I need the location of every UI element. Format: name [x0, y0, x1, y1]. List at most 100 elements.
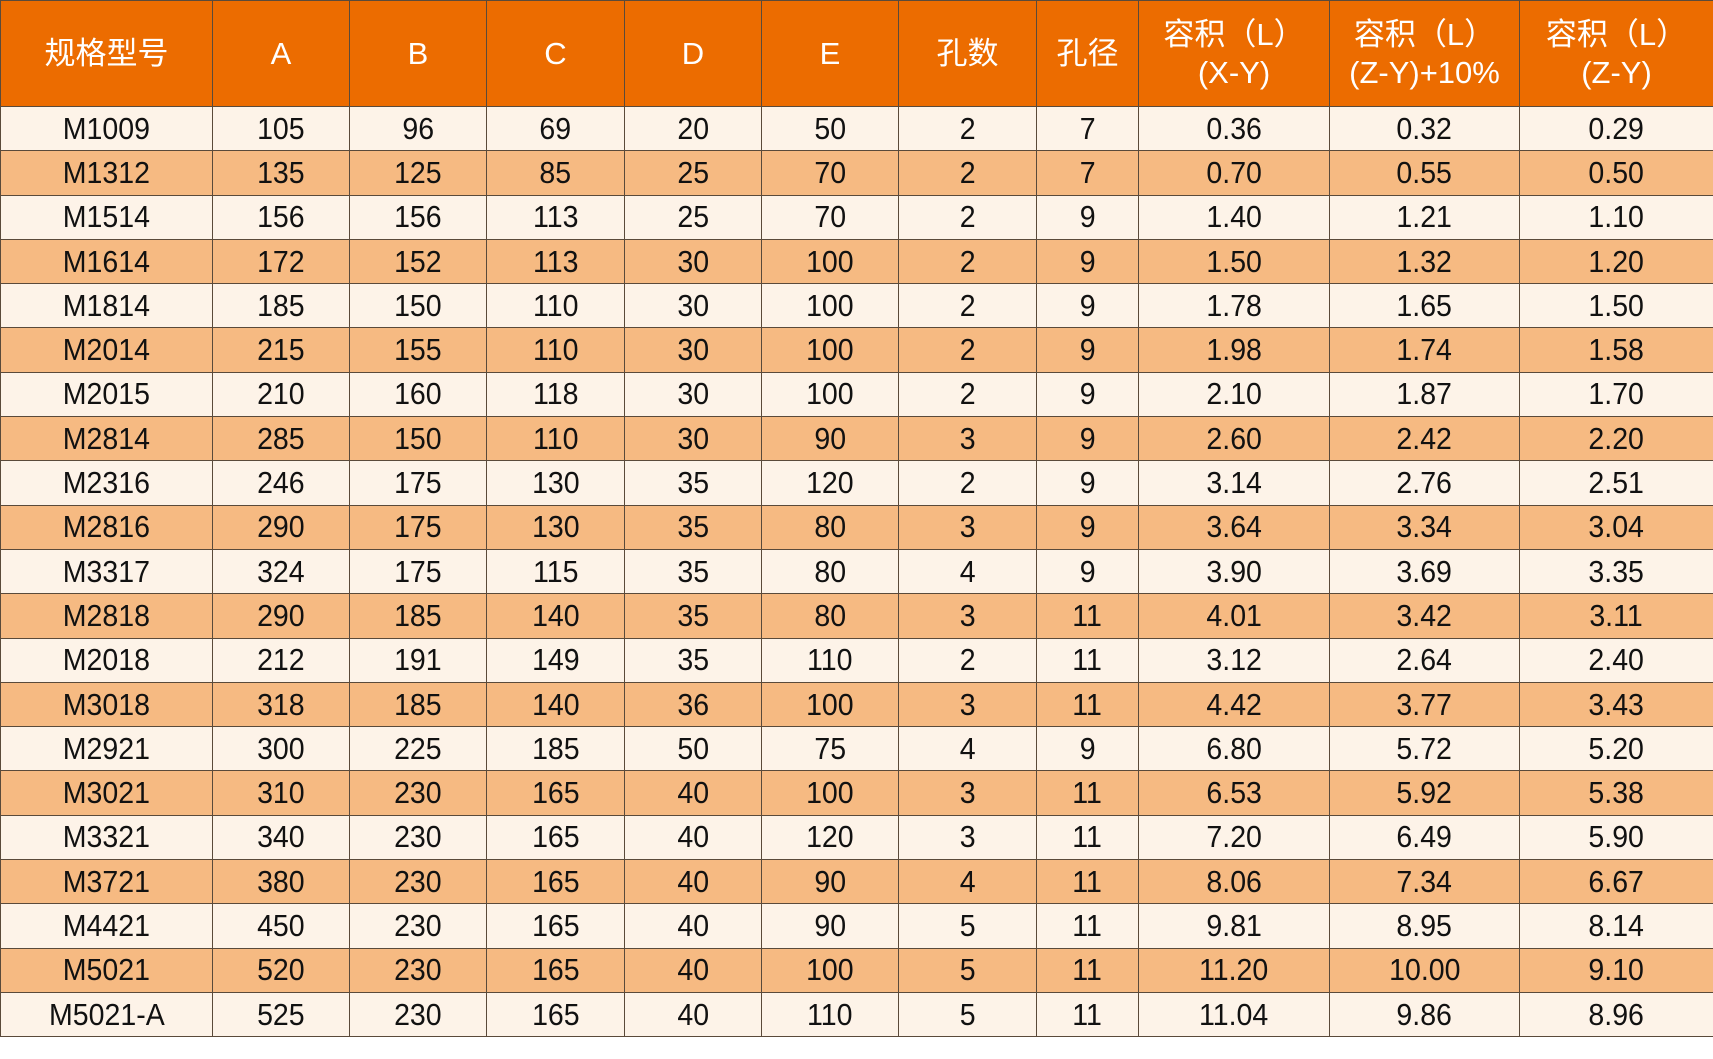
cell-text: 340	[257, 819, 305, 855]
cell-text: 2	[959, 332, 976, 368]
cell-text: 80	[814, 509, 846, 545]
cell-text: 2	[959, 243, 976, 279]
cell-text: 8.95	[1396, 907, 1453, 943]
table-cell: 30	[624, 371, 762, 418]
cell-text: 185	[394, 686, 442, 722]
table-cell: 2	[898, 150, 1037, 196]
cell-text: 35	[677, 642, 709, 678]
cell-text: 191	[394, 642, 442, 678]
table-cell: 2.10	[1138, 371, 1330, 418]
table-cell: 165	[486, 903, 625, 949]
table-cell: M1814	[0, 283, 213, 329]
table-cell: 5.90	[1519, 814, 1713, 861]
cell-text: 113	[532, 199, 579, 235]
table-cell: 7	[1036, 150, 1139, 196]
cell-text: 156	[257, 199, 305, 235]
table-cell: 230	[349, 947, 487, 993]
cell-text: 9.81	[1206, 907, 1262, 943]
table-cell: 2	[898, 238, 1037, 285]
table-cell: M2014	[0, 327, 213, 373]
cell-text: M1312	[62, 154, 151, 190]
cell-text: 9	[1079, 509, 1096, 545]
table-cell: 6.53	[1138, 770, 1330, 816]
cell-text: 3.69	[1396, 553, 1453, 589]
table-cell: 75	[761, 726, 899, 772]
table-row: M2015 210 160 118 30 100 2 9 2.10 1.87 1.70	[0, 371, 1713, 418]
table-cell: M3021	[0, 770, 213, 816]
table-cell: 520	[212, 947, 350, 993]
table-cell: 172	[212, 238, 350, 285]
cell-text: 11	[1072, 597, 1103, 633]
cell-text: 290	[257, 597, 305, 633]
table-cell: 1.50	[1519, 283, 1713, 329]
cell-text: 1.58	[1588, 332, 1645, 368]
cell-text: M1514	[62, 199, 151, 235]
cell-text: M2018	[62, 642, 151, 678]
table-cell: 1.65	[1329, 283, 1520, 329]
table-cell: 110	[761, 637, 899, 683]
table-row: M1614 172 152 113 30 100 2 9 1.50 1.32 1.20	[0, 238, 1713, 285]
table-cell: 100	[761, 681, 899, 728]
table-cell: 175	[349, 548, 487, 595]
table-cell: 80	[761, 504, 899, 550]
cell-text: 0.29	[1588, 110, 1645, 146]
table-cell: 11	[1036, 681, 1139, 728]
table-cell: 185	[212, 283, 350, 329]
cell-text: 7	[1079, 154, 1096, 190]
cell-text: 3	[959, 420, 976, 456]
cell-text: 1.70	[1588, 376, 1645, 412]
cell-text: 525	[257, 996, 305, 1032]
table-cell: 0.36	[1138, 105, 1330, 152]
table-cell: 115	[486, 548, 625, 595]
table-cell: 152	[349, 238, 487, 285]
table-body: M1009 105 96 69 20 50 2 7 0.36 0.32 0.29 M1312 135 12…	[0, 105, 1713, 1038]
cell-text: 165	[531, 819, 580, 855]
table-cell: 11	[1036, 859, 1139, 905]
table-cell: M5021	[0, 947, 213, 993]
table-cell: 2	[898, 460, 1037, 506]
table-cell: 3.11	[1519, 593, 1713, 639]
table-cell: 96	[349, 105, 487, 152]
cell-text: 50	[677, 730, 709, 766]
table-cell: 40	[624, 814, 762, 861]
table-cell: 525	[212, 991, 350, 1038]
table-cell: 230	[349, 903, 487, 949]
table-cell: 9	[1036, 283, 1139, 329]
cell-text: M1009	[62, 110, 151, 146]
cell-text: 9	[1079, 553, 1096, 589]
cell-text: 3	[959, 509, 976, 545]
cell-text: 30	[677, 287, 709, 323]
cell-text: 0.50	[1588, 154, 1645, 190]
table-cell: 118	[486, 371, 625, 418]
cell-text: 113	[532, 243, 579, 279]
table-cell: 3.35	[1519, 548, 1713, 595]
cell-text: 5	[959, 996, 976, 1032]
table-cell: 9	[1036, 371, 1139, 418]
cell-text: 310	[257, 775, 305, 811]
cell-text: 318	[257, 686, 305, 722]
cell-text: 110	[807, 996, 853, 1032]
table-cell: 70	[761, 194, 899, 240]
table-cell: 1.40	[1138, 194, 1330, 240]
cell-text: 100	[806, 952, 854, 988]
cell-text: 80	[814, 553, 846, 589]
table-cell: 135	[212, 150, 350, 196]
cell-text: 11.20	[1199, 952, 1269, 988]
table-cell: 156	[212, 194, 350, 240]
table-cell: 165	[486, 859, 625, 905]
cell-text: 285	[257, 420, 305, 456]
table-cell: 2.64	[1329, 637, 1520, 683]
table-cell: 2	[898, 283, 1037, 329]
table-cell: 11	[1036, 770, 1139, 816]
cell-text: 1.74	[1396, 332, 1453, 368]
cell-text: 246	[257, 465, 305, 501]
cell-text: 100	[806, 686, 854, 722]
table-cell: 3.42	[1329, 593, 1520, 639]
table-cell: 35	[624, 460, 762, 506]
table-cell: 140	[486, 593, 625, 639]
table-cell: 230	[349, 770, 487, 816]
column-header: 容积（L） (Z-Y)+10%	[1329, 0, 1520, 107]
cell-text: 2.42	[1396, 420, 1453, 456]
table-cell: 30	[624, 327, 762, 373]
table-cell: 3.12	[1138, 637, 1330, 683]
